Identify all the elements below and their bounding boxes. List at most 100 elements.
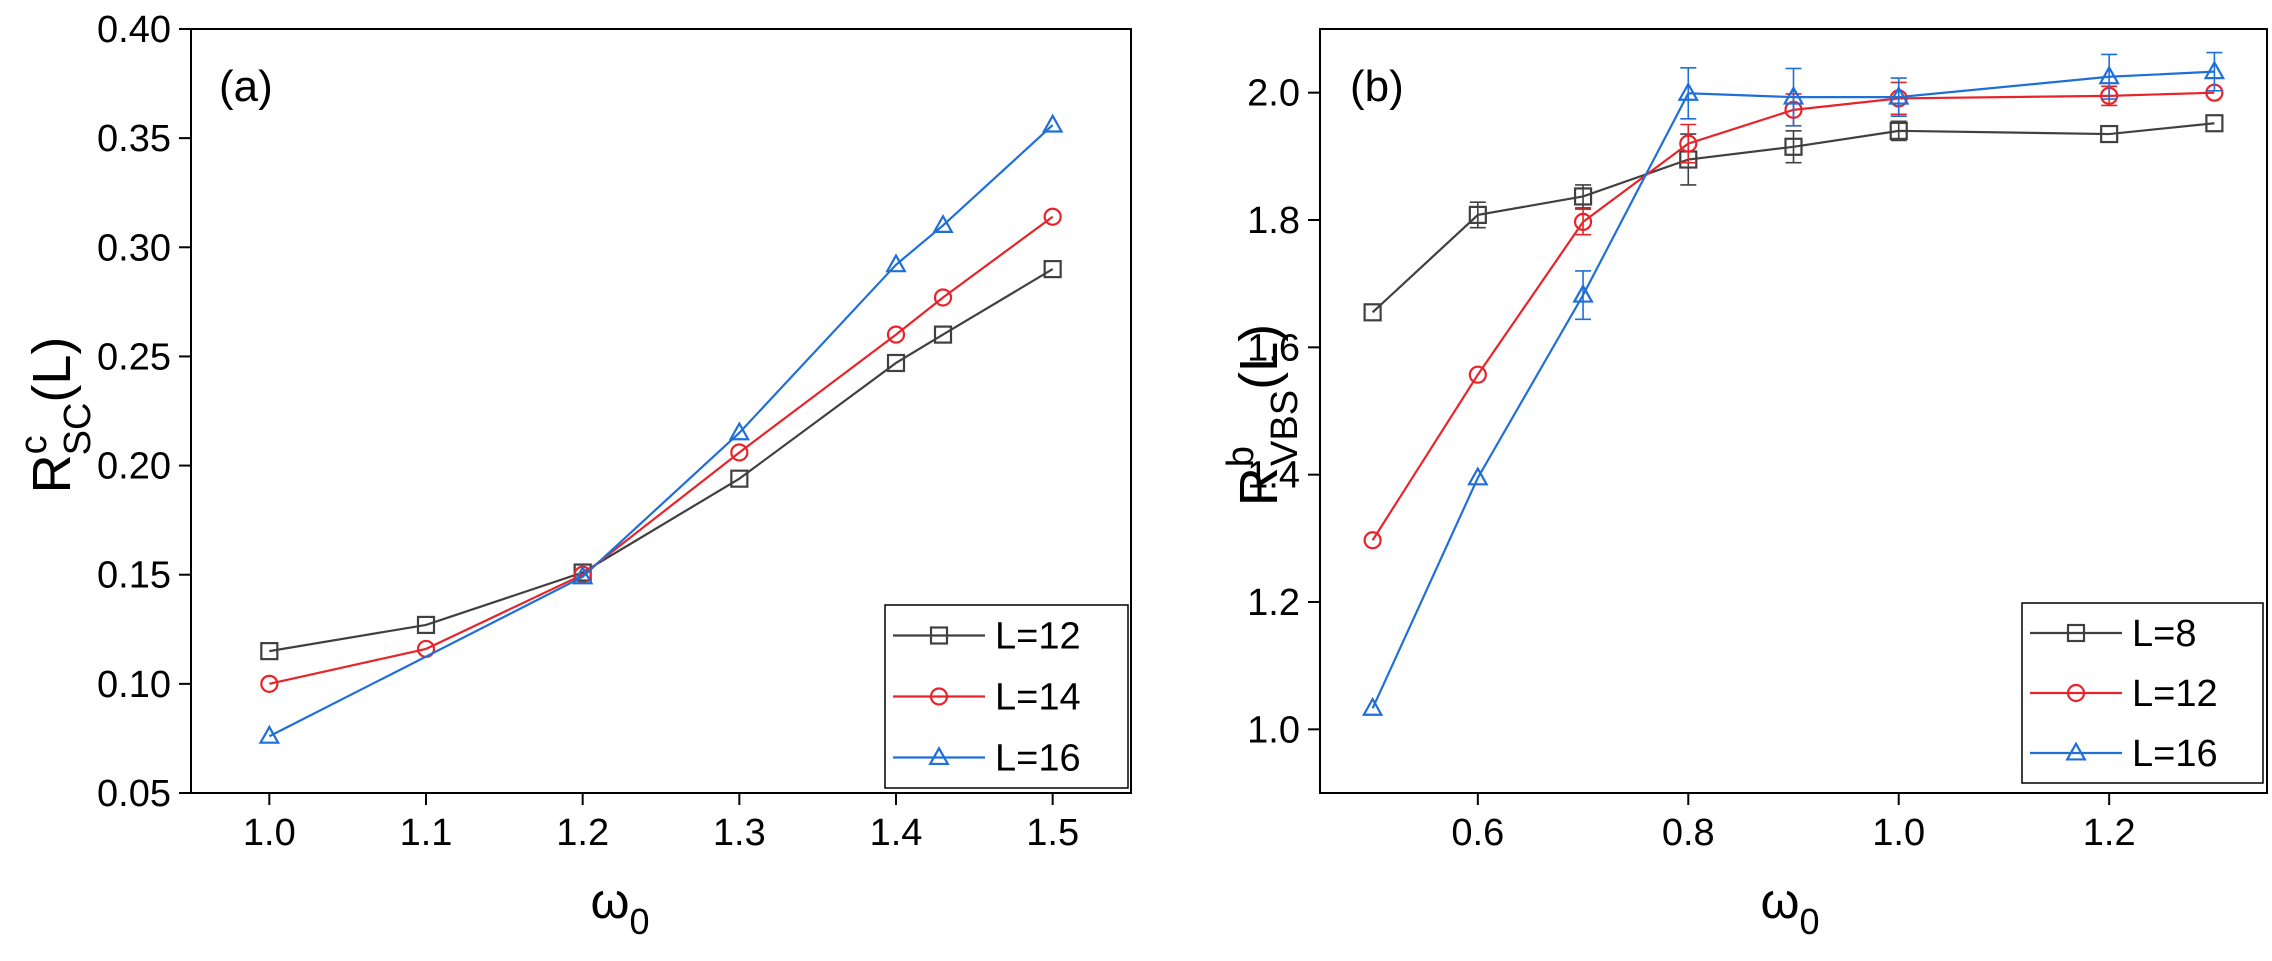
data-point <box>260 674 279 693</box>
plot-frame <box>190 28 1132 794</box>
data-point <box>1677 81 1699 101</box>
y-axis-label-sub: VBS <box>1264 390 1306 466</box>
y-tick-label: 0.40 <box>97 9 171 51</box>
x-axis-label-main: ω <box>590 873 629 929</box>
error-bar <box>1785 130 1802 164</box>
series-l12 <box>260 260 1062 661</box>
y-axis-label: RcSC(L) <box>13 337 99 494</box>
y-tick-label: 0.30 <box>97 227 171 269</box>
data-point <box>886 325 906 344</box>
data-point <box>1679 134 1698 153</box>
data-point <box>2203 60 2226 80</box>
series-group <box>1361 51 2226 716</box>
legend: L=12 L=14 L=16 <box>884 604 1129 789</box>
series-line <box>1371 122 2215 314</box>
x-tick-label: 1.3 <box>713 812 766 854</box>
legend-item: L=8 <box>2030 613 2196 655</box>
x-tick-label: 0.8 <box>1662 812 1715 854</box>
data-point <box>1043 260 1062 279</box>
y-tick-label: 0.25 <box>97 336 171 378</box>
x-tick-label: 1.5 <box>1026 812 1079 854</box>
legend-label: L=12 <box>995 616 1081 658</box>
y-tick-label: 0.20 <box>97 446 171 488</box>
data-point <box>1573 187 1593 206</box>
data-point <box>932 214 954 233</box>
panel-label: (b) <box>1350 62 1404 111</box>
y-tick-label: 0.15 <box>97 555 171 597</box>
y-tick-label: 0.05 <box>97 773 171 815</box>
y-tick-label: 1.0 <box>1247 709 1300 751</box>
series-line <box>1371 70 2215 709</box>
data-point <box>730 443 749 462</box>
data-point <box>1889 121 1908 140</box>
x-axis-label-sub: 0 <box>630 901 650 942</box>
data-point <box>1361 696 1384 716</box>
legend-item: L=12 <box>893 616 1081 658</box>
data-point <box>1041 113 1064 133</box>
series-line <box>268 124 1054 738</box>
legend-marker <box>928 746 950 766</box>
data-point <box>1572 283 1594 303</box>
y-tick-label: 1.2 <box>1247 582 1300 624</box>
panel-label: (a) <box>219 62 273 111</box>
y-axis-label-text: RcSC(L) <box>13 337 99 494</box>
data-point <box>258 724 281 744</box>
x-axis-label: ω0 <box>590 873 649 942</box>
data-point <box>1573 212 1593 232</box>
series-l8 <box>1363 114 2224 322</box>
series-l16 <box>1361 51 2226 716</box>
y-axis-label-main: R <box>1229 467 1289 506</box>
legend-marker <box>2066 683 2086 703</box>
legend-item: L=16 <box>893 738 1081 780</box>
legend-label: L=8 <box>2132 613 2196 655</box>
y-axis-label: RbVBS(L) <box>1220 324 1306 506</box>
series-line <box>269 215 1054 685</box>
data-point <box>1888 85 1910 105</box>
legend-label: L=12 <box>2132 673 2218 715</box>
x-tick-label: 1.2 <box>2083 812 2136 854</box>
legend-label: L=16 <box>2132 733 2218 775</box>
legend: L=8 L=12 L=16 <box>2021 602 2264 784</box>
error-bar <box>1680 123 1697 164</box>
legend-marker <box>2066 623 2086 643</box>
error-bar <box>1785 67 1802 127</box>
error-bar <box>1680 67 1697 120</box>
data-point <box>1784 137 1803 156</box>
data-point <box>1363 303 1382 322</box>
data-point <box>2205 114 2224 133</box>
data-point <box>1468 205 1487 225</box>
y-axis-label-sub: SC <box>57 403 99 456</box>
series-l16 <box>258 113 1064 744</box>
y-axis-label-suffix: (L) <box>22 337 82 403</box>
data-point <box>933 325 953 344</box>
data-point <box>416 615 436 635</box>
y-tick-label: 1.4 <box>1247 455 1300 497</box>
data-point <box>2098 65 2120 85</box>
y-tick-label: 1.6 <box>1247 327 1300 369</box>
y-tick-label: 0.35 <box>97 118 171 160</box>
y-tick-label: 1.8 <box>1247 200 1300 242</box>
y-axis-label-sup: c <box>13 435 55 454</box>
data-point <box>2100 124 2119 144</box>
y-axis-label-suffix: (L) <box>1229 324 1289 390</box>
error-bar <box>1575 270 1592 321</box>
x-tick-label: 0.6 <box>1451 812 1504 854</box>
data-point <box>260 642 279 661</box>
plot-frame <box>1319 28 2268 794</box>
legend-marker <box>2065 741 2087 761</box>
error-bar <box>2206 51 2223 92</box>
chart-panel-b: 0.6 0.8 1.0 1.2 1.0 1.2 1.4 1.6 1.8 2.0 (b) ω0 RbVBS… <box>1220 28 2268 942</box>
series-line <box>1371 91 2215 541</box>
legend-item: L=12 <box>2030 673 2218 715</box>
y-axis-label-text: RbVBS(L) <box>1220 324 1306 506</box>
x-tick-label: 1.1 <box>400 812 453 854</box>
legend-item: L=16 <box>2030 733 2218 775</box>
data-point <box>571 565 594 585</box>
data-point <box>1467 466 1489 486</box>
data-point <box>885 253 907 273</box>
error-bar <box>1890 120 1907 142</box>
error-bar <box>2101 53 2118 100</box>
series-group <box>258 113 1064 744</box>
data-point <box>1468 365 1487 384</box>
